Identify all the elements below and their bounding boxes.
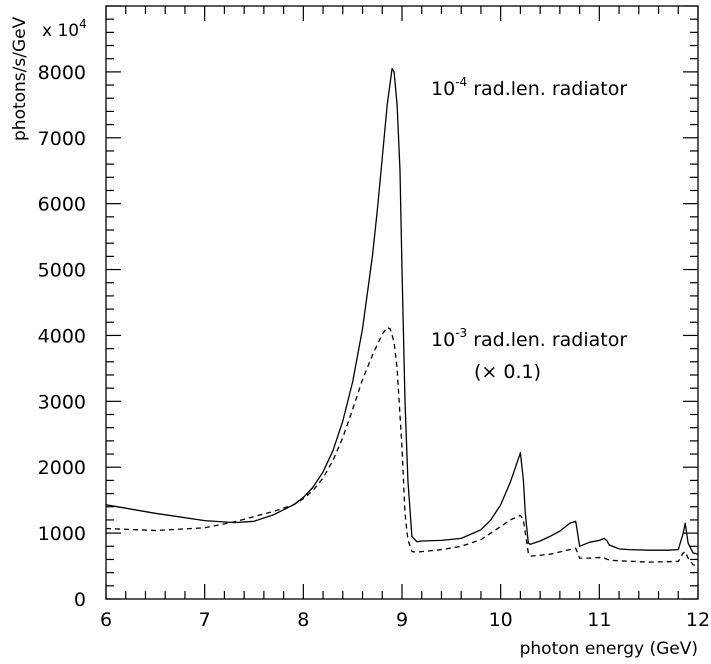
x-tick-labels: 6 7 8 9 10 11 12 — [100, 609, 710, 631]
y-tick-label: 6000 — [38, 194, 86, 216]
annotation-1e-4-radiator: 10-4 rad.len. radiator — [431, 75, 627, 100]
y-tick-label: 8000 — [38, 62, 86, 84]
series-layer — [105, 67, 699, 567]
annotation-2-base: 10 — [431, 329, 455, 351]
annotation-1-text: rad.len. radiator — [467, 78, 627, 100]
y-tick-labels: 0 1000 2000 3000 4000 5000 6000 7000 8000 — [38, 62, 86, 611]
y-multiplier-base: x 10 — [42, 21, 79, 41]
x-tick-label: 7 — [199, 609, 211, 631]
x-axis-label: photon energy (GeV) — [520, 639, 698, 659]
y-axis-label: photons/s/GeV — [10, 16, 30, 141]
x-tick-label: 11 — [587, 609, 611, 631]
y-tick-label: 7000 — [38, 128, 86, 150]
annotation-1-exponent: -4 — [455, 75, 467, 89]
y-tick-label: 5000 — [38, 260, 86, 282]
y-tick-label: 0 — [74, 589, 86, 611]
annotation-2-text: rad.len. radiator — [467, 329, 627, 351]
annotation-1e-3-radiator: 10-3 rad.len. radiator — [431, 326, 627, 351]
series-line-solid — [105, 67, 699, 555]
annotation-2-exponent: -3 — [455, 326, 467, 340]
series-line-dashed — [105, 326, 699, 567]
y-tick-label: 3000 — [38, 391, 86, 413]
y-tick-label: 4000 — [38, 325, 86, 347]
x-tick-label: 12 — [686, 609, 710, 631]
y-tick-label: 1000 — [38, 523, 86, 545]
annotation-scale-factor: (× 0.1) — [474, 361, 541, 383]
x-tick-label: 10 — [489, 609, 513, 631]
y-multiplier-exponent: 4 — [79, 17, 87, 31]
y-tick-label: 2000 — [38, 457, 86, 479]
y-axis-multiplier: x 104 — [42, 17, 87, 41]
x-tick-label: 9 — [396, 609, 408, 631]
annotation-1-base: 10 — [431, 78, 455, 100]
tick-marks — [105, 5, 699, 600]
x-tick-label: 8 — [297, 609, 309, 631]
x-tick-label: 6 — [100, 609, 112, 631]
